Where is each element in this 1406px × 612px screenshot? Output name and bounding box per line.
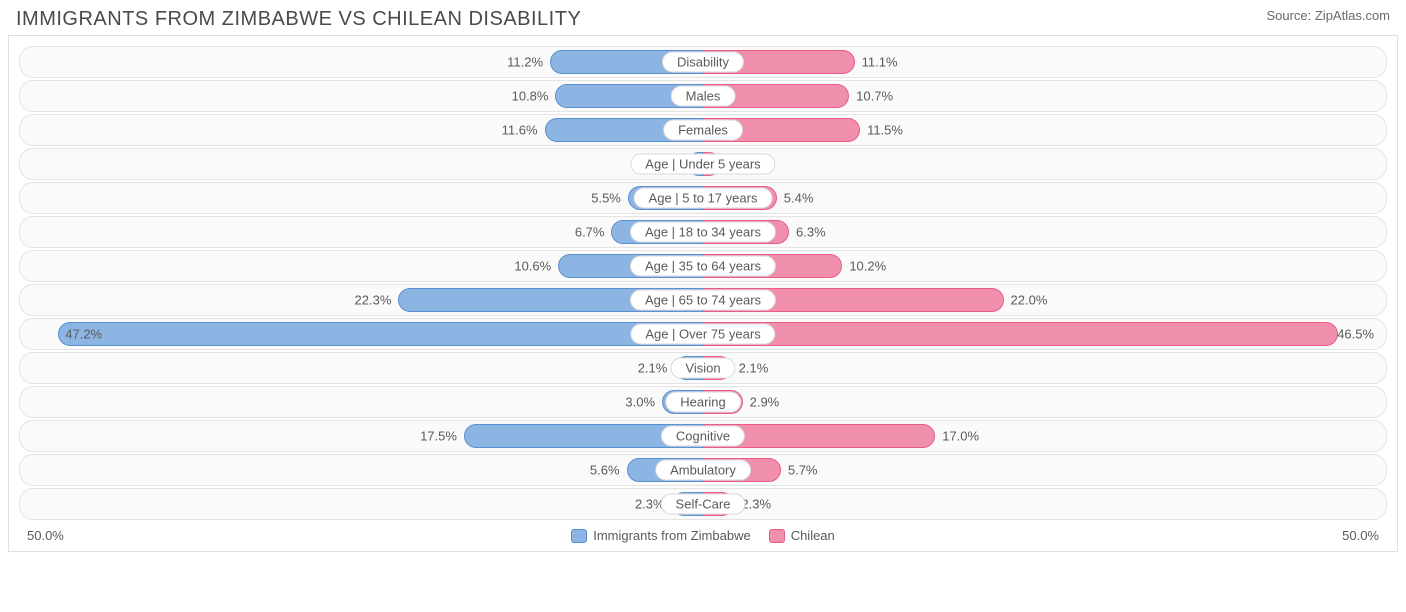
value-label-left: 3.0% [625, 395, 663, 410]
category-label: Disability [662, 52, 744, 73]
row-right-half: 22.0% [703, 285, 1386, 315]
chart-title: IMMIGRANTS FROM ZIMBABWE VS CHILEAN DISA… [16, 8, 581, 31]
category-label: Self-Care [661, 494, 746, 515]
row-left-half: 1.2% [20, 149, 703, 179]
chart-row: 5.5% 5.4%Age | 5 to 17 years [19, 182, 1387, 214]
value-label-right: 10.7% [848, 89, 893, 104]
row-right-half: 1.3% [703, 149, 1386, 179]
chart-footer: 50.0% Immigrants from Zimbabwe Chilean 5… [9, 522, 1397, 547]
legend-label-left: Immigrants from Zimbabwe [593, 528, 750, 543]
value-label-left: 6.7% [575, 225, 613, 240]
value-label-right: 11.1% [854, 55, 898, 70]
chart-row: 5.6% 5.7% Ambulatory [19, 454, 1387, 486]
value-label-right: 6.3% [788, 225, 826, 240]
chart-row: 3.0% 2.9%Hearing [19, 386, 1387, 418]
category-label: Hearing [665, 392, 741, 413]
chart-row: 6.7% 6.3% Age | 18 to 34 years [19, 216, 1387, 248]
chart-row: 11.2% 11.1% Disability [19, 46, 1387, 78]
category-label: Cognitive [661, 426, 745, 447]
row-left-half: 5.5% [20, 183, 703, 213]
legend-label-right: Chilean [791, 528, 835, 543]
category-label: Age | 18 to 34 years [630, 222, 776, 243]
bar-right: 46.5% [703, 322, 1338, 346]
row-right-half: 10.2% [703, 251, 1386, 281]
value-label-right: 10.2% [841, 259, 886, 274]
value-label-right: 22.0% [1003, 293, 1048, 308]
row-left-half: 5.6% [20, 455, 703, 485]
category-label: Females [663, 120, 743, 141]
value-label-right: 2.9% [742, 395, 780, 410]
value-label-left: 10.8% [512, 89, 557, 104]
row-right-half: 2.1% [703, 353, 1386, 383]
value-label-right: 5.4% [776, 191, 814, 206]
row-left-half: 10.6% [20, 251, 703, 281]
row-right-half: 5.4% [703, 183, 1386, 213]
category-label: Vision [670, 358, 735, 379]
chart-row: 47.2%46.5%Age | Over 75 years [19, 318, 1387, 350]
category-label: Age | 5 to 17 years [634, 188, 773, 209]
value-label-right: 11.5% [859, 123, 903, 138]
row-left-half: 6.7% [20, 217, 703, 247]
row-right-half: 11.5% [703, 115, 1386, 145]
row-right-half: 2.3% [703, 489, 1386, 519]
row-left-half: 11.2% [20, 47, 703, 77]
chart-source: Source: ZipAtlas.com [1266, 8, 1390, 23]
row-right-half: 10.7% [703, 81, 1386, 111]
legend: Immigrants from Zimbabwe Chilean [64, 528, 1342, 543]
value-label-right: 2.1% [731, 361, 769, 376]
chart-row: 22.3% 22.0% Age | 65 to 74 years [19, 284, 1387, 316]
value-label-right: 5.7% [780, 463, 818, 478]
legend-swatch-right [769, 529, 785, 543]
chart-row: 1.2%1.3%Age | Under 5 years [19, 148, 1387, 180]
axis-right-label: 50.0% [1342, 528, 1379, 543]
row-right-half: 46.5% [703, 319, 1386, 349]
category-label: Age | Under 5 years [630, 154, 775, 175]
chart-row: 11.6% 11.5% Females [19, 114, 1387, 146]
legend-item-right: Chilean [769, 528, 835, 543]
value-label-left: 17.5% [420, 429, 465, 444]
value-label-left: 5.6% [590, 463, 628, 478]
axis-left-label: 50.0% [27, 528, 64, 543]
bar-left: 47.2% [58, 322, 703, 346]
row-right-half: 2.9% [703, 387, 1386, 417]
row-left-half: 10.8% [20, 81, 703, 111]
row-left-half: 2.1% [20, 353, 703, 383]
category-label: Age | Over 75 years [630, 324, 775, 345]
row-right-half: 5.7% [703, 455, 1386, 485]
chart-row: 10.6% 10.2% Age | 35 to 64 years [19, 250, 1387, 282]
row-right-half: 6.3% [703, 217, 1386, 247]
row-left-half: 17.5% [20, 421, 703, 451]
value-label-left: 10.6% [514, 259, 559, 274]
legend-swatch-left [571, 529, 587, 543]
value-label-left: 22.3% [355, 293, 400, 308]
category-label: Age | 65 to 74 years [630, 290, 776, 311]
row-right-half: 17.0% [703, 421, 1386, 451]
category-label: Males [671, 86, 736, 107]
row-left-half: 47.2% [20, 319, 703, 349]
category-label: Ambulatory [655, 460, 751, 481]
row-left-half: 11.6% [20, 115, 703, 145]
chart-row: 17.5% 17.0% Cognitive [19, 420, 1387, 452]
row-right-half: 11.1% [703, 47, 1386, 77]
row-left-half: 3.0% [20, 387, 703, 417]
chart-row: 2.1% 2.1%Vision [19, 352, 1387, 384]
chart-row: 10.8% 10.7% Males [19, 80, 1387, 112]
row-left-half: 2.3% [20, 489, 703, 519]
value-label-left: 5.5% [591, 191, 629, 206]
value-label-left: 11.6% [502, 123, 546, 138]
category-label: Age | 35 to 64 years [630, 256, 776, 277]
value-label-left: 11.2% [507, 55, 551, 70]
rows-container: 11.2% 11.1% Disability 10.8% 10.7% Males 11.6%… [9, 46, 1397, 520]
legend-item-left: Immigrants from Zimbabwe [571, 528, 750, 543]
row-left-half: 22.3% [20, 285, 703, 315]
value-label-right: 17.0% [934, 429, 979, 444]
chart-area: 11.2% 11.1% Disability 10.8% 10.7% Males 11.6%… [8, 35, 1398, 552]
chart-header: IMMIGRANTS FROM ZIMBABWE VS CHILEAN DISA… [0, 0, 1406, 35]
chart-row: 2.3%2.3%Self-Care [19, 488, 1387, 520]
